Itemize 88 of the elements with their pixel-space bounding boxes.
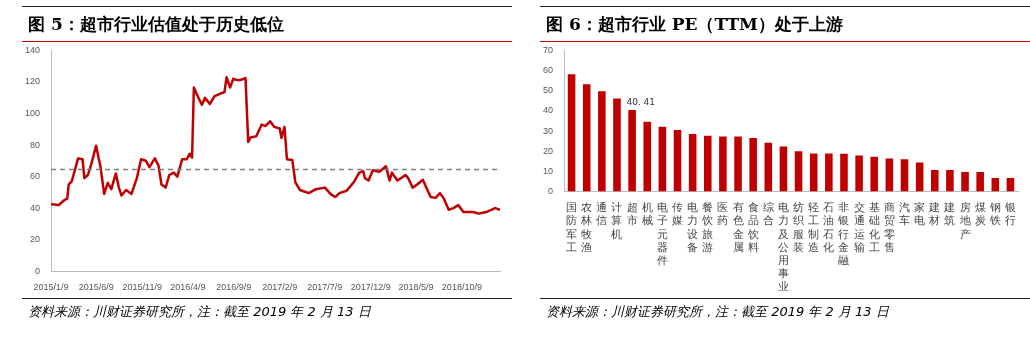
bar (628, 110, 636, 192)
x-tick-label: 传媒 (672, 201, 684, 227)
y-tick-label: 20 (30, 234, 41, 245)
x-tick-label: 2015/6/9 (78, 282, 114, 293)
x-tick-label: 2018/5/9 (398, 282, 434, 293)
x-tick-label: 机械 (641, 201, 653, 227)
x-tick-label: 石油石化 (823, 201, 835, 253)
x-tick-label: 房地产 (958, 201, 971, 240)
text: 资料来源：川财证券研究所，注：截至 2019 年 2 月 13 日 (22, 298, 512, 321)
x-tick-label: 煤炭 (974, 201, 986, 227)
bar (719, 136, 727, 192)
x-tick-label: 交通运输 (853, 201, 865, 253)
y-tick-label: 30 (543, 125, 554, 136)
bar (643, 121, 652, 192)
bar (658, 126, 667, 192)
bar (976, 172, 984, 192)
x-tick-label: 钢铁 (988, 201, 1001, 227)
x-tick-label: 商贸零售 (883, 201, 895, 253)
bar (688, 133, 697, 192)
y-tick-label: 0 (35, 265, 41, 276)
bar (961, 172, 969, 192)
y-tick-label: 80 (30, 139, 41, 150)
bar (809, 153, 818, 192)
x-tick-label: 2016/4/9 (170, 282, 206, 293)
x-tick-label: 医药 (717, 201, 729, 227)
x-tick-label: 银行 (1003, 201, 1016, 227)
x-tick-label: 农林牧渔 (580, 201, 593, 253)
x-tick-label: 纺织服装 (793, 201, 805, 253)
x-tick-label: 2018/10/9 (441, 282, 482, 293)
y-tick-label: 70 (543, 44, 554, 55)
bar (779, 146, 788, 192)
bar (567, 74, 576, 192)
x-tick-label: 电力设备 (687, 201, 699, 253)
x-tick-label: 电子元器件 (656, 201, 668, 267)
x-tick-label: 国防军工 (566, 201, 578, 253)
x-tick-label: 轻工制造 (808, 201, 820, 253)
y-tick-label: 40 (30, 202, 41, 213)
bar (885, 158, 894, 192)
y-tick-label: 60 (30, 171, 41, 182)
x-tick-label: 计算机 (611, 201, 623, 240)
y-tick-label: 20 (543, 145, 554, 156)
x-tick-label: 通信 (596, 201, 608, 227)
bar (764, 142, 773, 192)
y-tick-label: 0 (548, 186, 554, 197)
y-tick-label: 140 (24, 44, 41, 55)
chart-title: 图 5：超市行业估值处于历史低位 (22, 6, 512, 42)
bar (582, 84, 591, 192)
x-tick-label: 汽车 (899, 201, 910, 227)
bar (930, 170, 939, 192)
x-tick-label: 2016/9/9 (216, 282, 252, 293)
bar (673, 129, 682, 192)
y-tick-label: 50 (543, 85, 554, 96)
bar (613, 98, 621, 192)
bar (855, 155, 863, 192)
y-tick-label: 40 (543, 105, 554, 116)
x-tick-label: 2015/1/9 (33, 282, 69, 293)
x-tick-label: 建筑 (943, 201, 956, 227)
x-tick-label: 有色金属 (732, 201, 744, 253)
x-tick-label: 餐饮旅游 (701, 201, 714, 253)
y-tick-label: 10 (543, 165, 554, 176)
data-label: 40. 41 (626, 96, 656, 107)
bar (870, 156, 879, 192)
bar (946, 170, 954, 192)
x-tick-label: 基础化工 (867, 201, 880, 253)
x-tick-label: 电力及公用事业 (777, 201, 789, 293)
bar (734, 136, 742, 192)
x-tick-label: 建材 (928, 201, 941, 227)
x-tick-label: 家电 (914, 201, 926, 227)
x-tick-label: 2017/2/9 (262, 282, 298, 293)
x-tick-label: 综合 (762, 201, 774, 227)
bar (840, 153, 848, 192)
chart-title: 图 6：超市行业 PE（TTM）处于上游 (540, 6, 1030, 42)
x-tick-label: 超市 (626, 201, 638, 227)
x-tick-label: 2017/12/9 (350, 282, 391, 293)
bar (825, 153, 833, 192)
y-tick-label: 120 (24, 76, 41, 87)
x-tick-label: 2015/11/9 (122, 282, 162, 293)
bar (749, 137, 757, 192)
x-tick-label: 2017/7/9 (307, 282, 343, 293)
bar (794, 151, 803, 192)
x-tick-label: 非银行金融 (837, 201, 850, 267)
bar (900, 159, 909, 192)
y-tick-label: 60 (543, 65, 554, 76)
bar (598, 91, 606, 192)
text: 资料来源：川财证券研究所，注：截至 2019 年 2 月 13 日 (540, 298, 1030, 321)
y-tick-label: 100 (24, 107, 41, 118)
bar (703, 135, 712, 192)
x-tick-label: 食品饮料 (746, 201, 759, 253)
